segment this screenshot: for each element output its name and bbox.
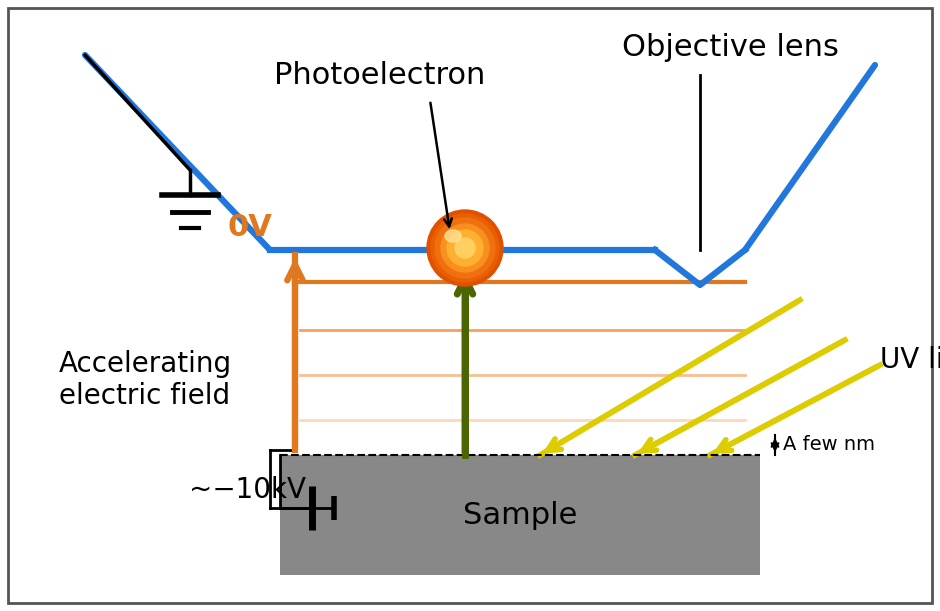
Circle shape <box>441 224 489 272</box>
Circle shape <box>427 210 503 286</box>
Ellipse shape <box>445 230 461 242</box>
Circle shape <box>435 218 495 278</box>
Text: Objective lens: Objective lens <box>621 34 838 62</box>
Circle shape <box>431 214 499 282</box>
Text: ~−10kV: ~−10kV <box>190 476 306 504</box>
Bar <box>280 455 760 575</box>
Text: Photoelectron: Photoelectron <box>274 60 486 89</box>
Text: Accelerating
electric field: Accelerating electric field <box>58 350 231 410</box>
Circle shape <box>447 230 483 266</box>
Text: A few nm: A few nm <box>783 436 875 455</box>
Circle shape <box>455 238 475 258</box>
Text: Sample: Sample <box>462 500 577 530</box>
Text: UV light: UV light <box>880 346 940 374</box>
Text: 0V: 0V <box>227 213 272 242</box>
